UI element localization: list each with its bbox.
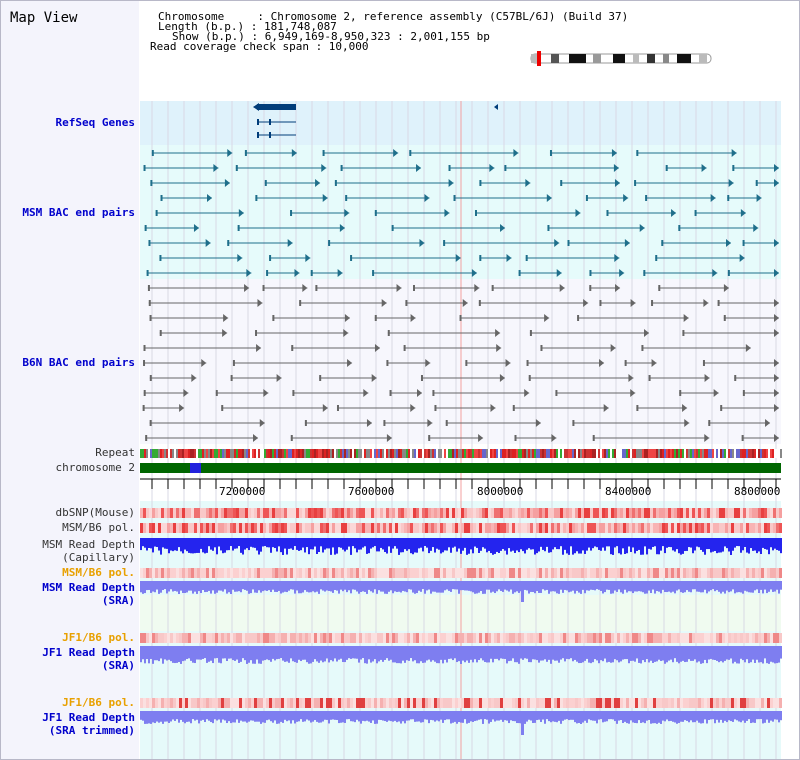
track-label-jf1-depth-sra-1: JF1 Read Depth [42, 646, 135, 659]
dbsnp-strip [140, 508, 782, 518]
track-label-msm-pol-2: MSM/B6 pol. [62, 566, 135, 579]
track-label-jf1-pol: JF1/B6 pol. [62, 631, 135, 644]
chromosome-ideogram [530, 51, 712, 66]
gene-feature [494, 104, 498, 110]
track-label-dbsnp: dbSNP(Mouse) [55, 506, 135, 519]
chromosome-info: Chromosome : Chromosome 2, reference ass… [158, 10, 629, 23]
jf1-pol-strip-2 [140, 698, 782, 708]
track-label-repeat: Repeat [95, 446, 135, 459]
show-range-info: Show (b.p.) : 6,949,169-8,950,323 : 2,00… [172, 30, 490, 43]
refseq-genes [253, 103, 498, 138]
track-label-b6n-bac[interactable]: B6N BAC end pairs [22, 356, 135, 369]
track-label-jf1-depth-trim-2: (SRA trimmed) [48, 724, 135, 737]
axis-tick-label: 8400000 [605, 485, 652, 498]
track-label-jf1-depth-sra-2: (SRA) [101, 659, 135, 672]
position-axis [140, 478, 781, 489]
chromosome-bar [140, 463, 781, 473]
ideogram-position-marker [537, 51, 541, 66]
axis-tick-label: 8800000 [734, 485, 781, 498]
jf1-depth-trimmed-bars [140, 711, 782, 724]
jf1-pol-strip [140, 633, 782, 643]
track-label-jf1-pol-2: JF1/B6 pol. [62, 696, 135, 709]
msm-bac-pairs [143, 149, 779, 277]
gene-feature [257, 104, 296, 110]
msm-pol-strip [140, 523, 782, 533]
track-label-jf1-depth-trim-1: JF1 Read Depth [42, 711, 135, 724]
page-title: Map View [10, 10, 78, 26]
coverage-span-info: Read coverage check span : 10,000 [150, 40, 369, 53]
track-label-msm-depth-cap-1: MSM Read Depth [42, 538, 135, 551]
track-label-msm-depth-cap-2: (Capillary) [62, 551, 135, 564]
axis-tick-label: 7600000 [348, 485, 395, 498]
b6n-bac-pairs [142, 284, 779, 442]
track-label-refseq[interactable]: RefSeq Genes [55, 116, 135, 129]
msm-pol-strip-2 [140, 568, 782, 578]
track-label-msm-depth-sra-1: MSM Read Depth [42, 581, 135, 594]
msm-depth-capillary-bars [140, 538, 782, 555]
axis-tick-label: 8000000 [477, 485, 524, 498]
axis-tick-label: 7200000 [219, 485, 266, 498]
track-label-msm-depth-sra-2: (SRA) [101, 594, 135, 607]
track-label-chromosome: chromosome 2 [55, 461, 135, 474]
repeat-track [140, 449, 782, 458]
jf1-depth-sra-bars [140, 646, 782, 664]
length-info: Length (b.p.) : 181,748,087 [158, 20, 337, 33]
track-label-msm-pol: MSM/B6 pol. [62, 521, 135, 534]
msm-depth-sra-bars [140, 581, 782, 594]
track-label-msm-bac[interactable]: MSM BAC end pairs [22, 206, 135, 219]
chromosome-marker [190, 463, 201, 473]
track-label-panel [1, 1, 139, 759]
